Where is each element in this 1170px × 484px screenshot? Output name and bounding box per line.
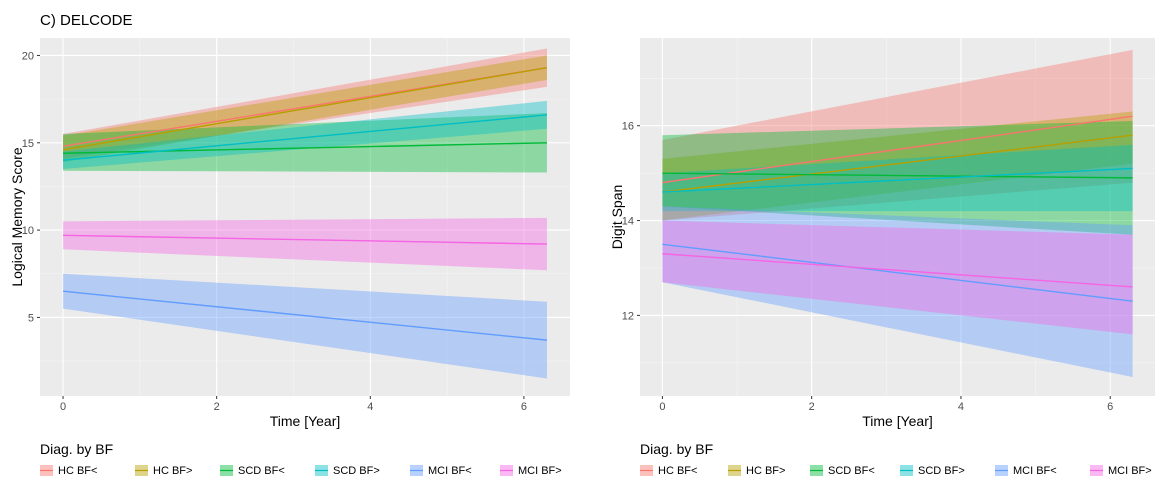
x-tick-label: 6: [521, 401, 527, 413]
y-axis-ticks: 12 14 16: [622, 121, 640, 322]
legend-item: HC BF>: [135, 465, 192, 477]
series-lines: [662, 115, 1133, 302]
legend-item: MCI BF>: [500, 465, 562, 477]
line-mci-bf-: [662, 243, 1133, 302]
line-scd-bf-: [62, 114, 548, 161]
band-scd-bf-: [662, 144, 1133, 212]
band-mci-bf-: [63, 217, 547, 271]
legend-title: Diag. by BF: [40, 441, 113, 457]
y-tick-label: 15: [22, 138, 34, 150]
line-hc-bf-: [662, 134, 1133, 193]
band-mci-bf-: [662, 220, 1133, 335]
figure-title: C) DELCODE: [40, 12, 133, 29]
y-tick-label: 16: [622, 121, 634, 133]
legend-label: MCI BF>: [518, 465, 562, 477]
y-axis-ticks: 5 10 15 20: [22, 50, 40, 324]
y-tick-label: 5: [28, 312, 34, 324]
x-tick-label: 6: [1107, 401, 1113, 413]
x-tick-label: 4: [958, 401, 964, 413]
legend-item: MCI BF<: [995, 465, 1057, 477]
y-axis-title: Digit Span: [609, 185, 625, 250]
y-tick-label: 12: [622, 310, 634, 322]
y-tick-label: 20: [22, 50, 34, 62]
confidence-bands: [63, 48, 547, 379]
band-scd-bf-: [63, 113, 547, 173]
plot-panel-background: [40, 38, 570, 396]
x-tick-label: 2: [809, 401, 815, 413]
x-tick-label: 2: [214, 401, 220, 413]
legend-item: SCD BF>: [315, 465, 380, 477]
band-hc-bf-: [662, 111, 1133, 221]
gridlines: [40, 38, 570, 396]
line-mci-bf-: [62, 290, 548, 341]
legend-item: HC BF<: [40, 465, 97, 477]
x-axis-ticks: 0 2 4 6: [60, 396, 527, 413]
y-tick-label: 14: [622, 216, 634, 228]
line-hc-bf-: [62, 66, 548, 151]
legend-item: MCI BF>: [1090, 465, 1152, 477]
legend-title: Diag. by BF: [640, 441, 713, 457]
line-scd-bf-: [63, 142, 547, 154]
line-scd-bf-: [662, 167, 1133, 193]
line-mci-bf-: [63, 234, 547, 245]
x-axis-ticks: 0 2 4 6: [659, 396, 1113, 413]
band-mci-bf-: [63, 273, 547, 379]
legend: Diag. by BF HC BF< HC BF> SCD BF< SCD BF> MC…: [640, 441, 1152, 477]
x-tick-label: 4: [367, 401, 373, 413]
line-mci-bf-: [662, 253, 1133, 288]
legend-item: SCD BF<: [220, 465, 285, 477]
legend-item: HC BF>: [728, 465, 785, 477]
legend-label: SCD BF>: [918, 465, 965, 477]
x-axis-title: Time [Year]: [862, 413, 933, 429]
legend-label: SCD BF<: [238, 465, 285, 477]
legend-label: MCI BF<: [1013, 465, 1057, 477]
legend-label: HC BF<: [658, 465, 697, 477]
y-axis-title: Logical Memory Score: [9, 147, 25, 286]
legend-label: SCD BF>: [333, 465, 380, 477]
legend-item: MCI BF<: [410, 465, 472, 477]
x-tick-label: 0: [659, 401, 665, 413]
legend-item: SCD BF>: [900, 465, 965, 477]
chart-digit-span: 0 2 4 6 12 14 16 Time [Year] Digit Span Diag.…: [609, 38, 1155, 477]
legend-label: MCI BF<: [428, 465, 472, 477]
legend-label: MCI BF>: [1108, 465, 1152, 477]
band-scd-bf-: [63, 100, 547, 169]
legend-label: SCD BF<: [828, 465, 875, 477]
series-lines: [62, 66, 548, 341]
legend-label: HC BF<: [58, 465, 97, 477]
legend: Diag. by BF HC BF< HC BF> SCD BF< SCD BF> MC…: [40, 441, 562, 477]
chart-logical-memory: 0 2 4 6 5 10 15 20 Time [Year] Logical Memory …: [9, 38, 570, 477]
plot-panel-background: [640, 38, 1155, 396]
band-hc-bf-: [63, 48, 547, 159]
legend-label: HC BF>: [746, 465, 785, 477]
x-axis-title: Time [Year]: [270, 413, 341, 429]
legend-item: SCD BF<: [810, 465, 875, 477]
line-scd-bf-: [662, 172, 1133, 179]
band-mci-bf-: [662, 206, 1133, 378]
y-tick-label: 10: [22, 225, 34, 237]
x-tick-label: 0: [60, 401, 66, 413]
legend-label: HC BF>: [153, 465, 192, 477]
line-hc-bf-: [662, 115, 1133, 184]
legend-item: HC BF<: [640, 465, 697, 477]
